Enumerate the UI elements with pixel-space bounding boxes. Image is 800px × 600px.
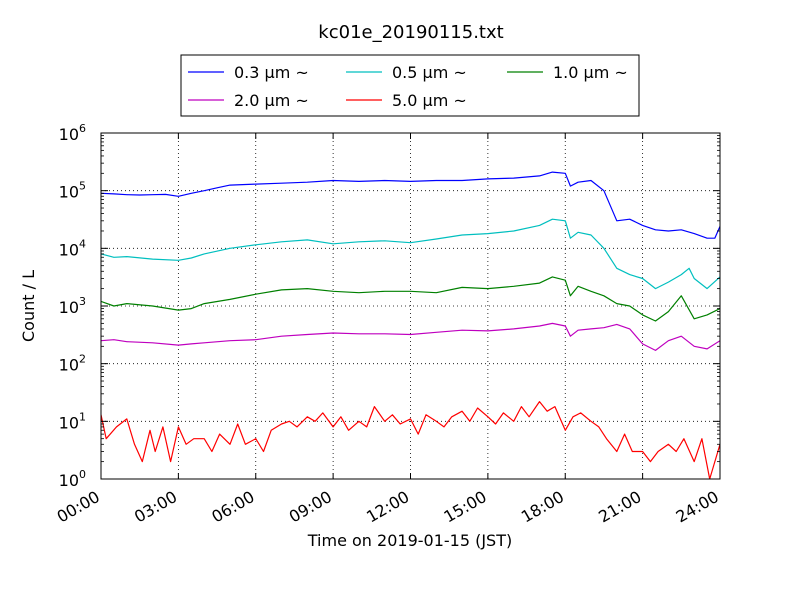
series-line-4 <box>101 322 720 351</box>
y-tick-label: 102 <box>59 353 86 375</box>
x-axis-label: Time on 2019-01-15 (JST) <box>307 531 512 550</box>
y-tick-label: 103 <box>59 295 86 317</box>
legend-label: 0.5 μm ~ <box>392 63 467 82</box>
series-line-5 <box>101 401 720 479</box>
series-line-1 <box>101 171 720 239</box>
legend-frame <box>180 54 640 117</box>
y-tick-label: 105 <box>59 180 86 202</box>
y-tick-label: 104 <box>59 237 86 259</box>
y-axis-label: Count / L <box>19 270 38 342</box>
series-layer <box>101 171 720 479</box>
y-tick-label: 100 <box>59 468 86 490</box>
series-line-3 <box>101 276 720 322</box>
y-tick-label: 101 <box>59 410 86 432</box>
legend: 0.3 μm ~ 0.5 μm ~ 1.0 μm ~ 2.0 μm ~ 5.0 μm ~ <box>180 54 640 117</box>
series-line-2 <box>101 218 720 290</box>
legend-label: 5.0 μm ~ <box>392 91 467 110</box>
gridlines <box>101 133 720 479</box>
legend-label: 1.0 μm ~ <box>553 63 628 82</box>
chart-title: kc01e_20190115.txt <box>318 22 503 43</box>
legend-label: 2.0 μm ~ <box>234 91 309 110</box>
y-axis: 100 101 102 103 104 105 106 <box>59 122 720 490</box>
legend-label: 0.3 μm ~ <box>234 63 309 82</box>
y-tick-label: 106 <box>59 122 86 144</box>
